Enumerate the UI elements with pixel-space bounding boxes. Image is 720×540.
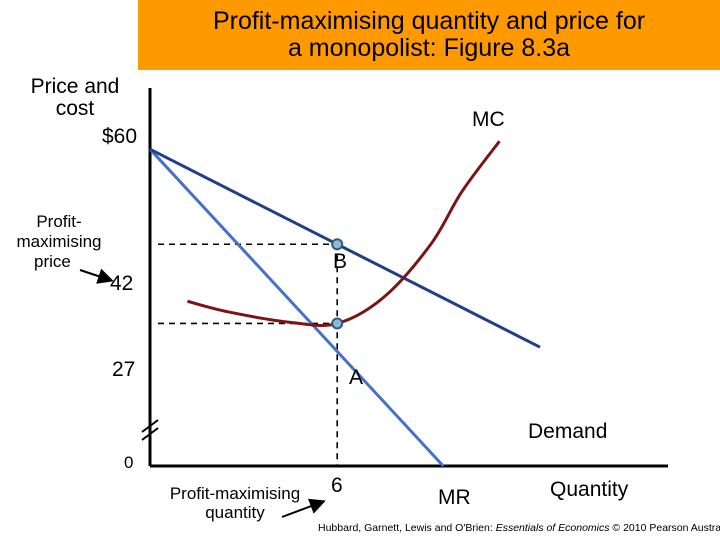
profit-maximising-price-label: Profit- maximising price bbox=[4, 212, 114, 272]
title-line-2: a monopolist: Figure 8.3a bbox=[287, 34, 571, 62]
y-axis-title: Price and cost bbox=[30, 75, 120, 120]
title-line-1: Profit-maximising quantity and price for bbox=[212, 7, 646, 35]
axis-break-mark-2 bbox=[141, 427, 159, 441]
curves bbox=[148, 140, 541, 468]
credit-book: Essentials of Economics bbox=[495, 522, 610, 534]
mc-curve bbox=[187, 140, 501, 327]
point-a-label: A bbox=[349, 366, 364, 389]
y-tick-42: 42 bbox=[110, 272, 134, 295]
y-tick-60: $60 bbox=[102, 125, 138, 148]
mc-label: MC bbox=[472, 108, 505, 131]
x-tick-6: 6 bbox=[331, 474, 343, 497]
x-axis-title: Quantity bbox=[550, 478, 629, 501]
credit-suffix: © 2010 Pearson Australia bbox=[609, 522, 720, 534]
demand-curve bbox=[149, 147, 541, 349]
profit-maximising-quantity-label: Profit-maximising quantity bbox=[160, 484, 310, 522]
arrows bbox=[79, 268, 326, 518]
demand-label: Demand bbox=[528, 420, 608, 443]
source-credit: Hubbard, Garnett, Lewis and O'Brien: Ess… bbox=[318, 522, 720, 534]
profit-quantity-line-1: Profit-maximising bbox=[169, 484, 301, 503]
point-b-marker bbox=[331, 238, 344, 251]
mr-curve bbox=[148, 148, 445, 468]
profit-price-line-3: price bbox=[34, 252, 71, 271]
mr-label: MR bbox=[438, 486, 471, 509]
price-annotation-arrow bbox=[79, 268, 114, 284]
point-b-label: B bbox=[333, 250, 348, 273]
profit-quantity-line-2: quantity bbox=[205, 503, 265, 522]
quantity-annotation-arrow bbox=[281, 498, 326, 518]
profit-price-line-1: Profit- bbox=[36, 212, 82, 231]
axis-break-mark-1 bbox=[141, 419, 159, 433]
point-a-marker bbox=[331, 317, 344, 330]
chart-title: Profit-maximising quantity and price for… bbox=[138, 0, 720, 70]
guide-lines bbox=[158, 243, 339, 466]
profit-price-line-2: maximising bbox=[16, 232, 102, 251]
points bbox=[331, 238, 344, 330]
credit-prefix: Hubbard, Garnett, Lewis and O'Brien: bbox=[318, 522, 496, 534]
y-tick-0: 0 bbox=[124, 453, 134, 472]
y-tick-27: 27 bbox=[112, 358, 136, 381]
